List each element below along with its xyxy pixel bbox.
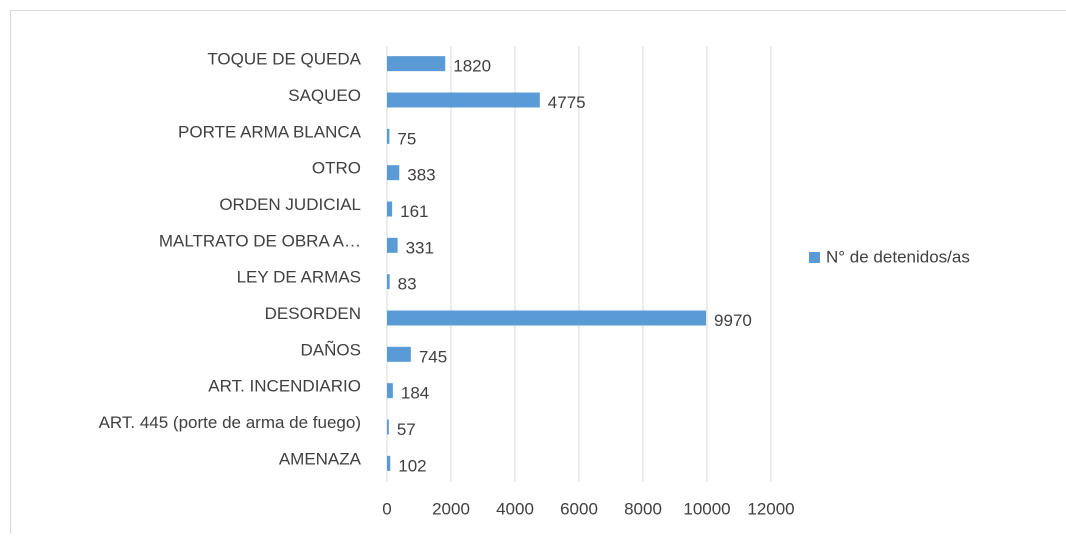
data-label: 383 <box>407 166 435 185</box>
y-tick-label: TOQUE DE QUEDA <box>207 50 361 69</box>
y-tick-label: OTRO <box>312 159 361 178</box>
bar <box>387 56 445 71</box>
bar <box>387 420 389 435</box>
y-tick-label: PORTE ARMA BLANCA <box>178 122 362 141</box>
y-tick-label: ART. INCENDIARIO <box>208 377 361 396</box>
data-label: 331 <box>406 238 434 257</box>
y-tick-label: LEY DE ARMAS <box>237 268 361 287</box>
bar <box>387 93 540 108</box>
bar <box>387 274 390 289</box>
x-tick-label: 12000 <box>747 499 794 518</box>
bar <box>387 238 398 253</box>
x-tick-label: 4000 <box>496 499 534 518</box>
x-tick-label: 2000 <box>432 499 470 518</box>
x-tick-label: 6000 <box>560 499 598 518</box>
chart-border <box>11 11 1066 535</box>
bar <box>387 129 389 144</box>
data-label: 83 <box>398 275 417 294</box>
x-tick-label: 8000 <box>624 499 662 518</box>
data-label: 57 <box>397 420 416 439</box>
y-tick-label: ART. 445 (porte de arma de fuego) <box>99 413 361 432</box>
data-label: 1820 <box>453 57 491 76</box>
legend-label: N° de detenidos/as <box>826 247 970 266</box>
data-label: 4775 <box>548 93 586 112</box>
y-tick-label: DAÑOS <box>301 340 361 359</box>
y-tick-label: SAQUEO <box>288 86 361 105</box>
y-tick-label: DESORDEN <box>265 304 361 323</box>
bar <box>387 311 706 326</box>
bar <box>387 383 393 398</box>
data-label: 161 <box>400 202 428 221</box>
bar <box>387 165 399 180</box>
y-tick-label: AMENAZA <box>279 449 362 468</box>
bar <box>387 456 390 471</box>
legend-swatch <box>809 252 820 263</box>
data-label: 9970 <box>714 311 752 330</box>
data-label: 75 <box>397 129 416 148</box>
y-tick-label: ORDEN JUDICIAL <box>219 195 361 214</box>
bar <box>387 347 411 362</box>
x-tick-label: 10000 <box>683 499 730 518</box>
data-label: 102 <box>398 456 426 475</box>
data-label: 184 <box>401 384 429 403</box>
data-label: 745 <box>419 347 447 366</box>
x-tick-label: 0 <box>382 499 391 518</box>
bar <box>387 202 392 217</box>
y-tick-label: MALTRATO DE OBRA A… <box>159 231 361 250</box>
